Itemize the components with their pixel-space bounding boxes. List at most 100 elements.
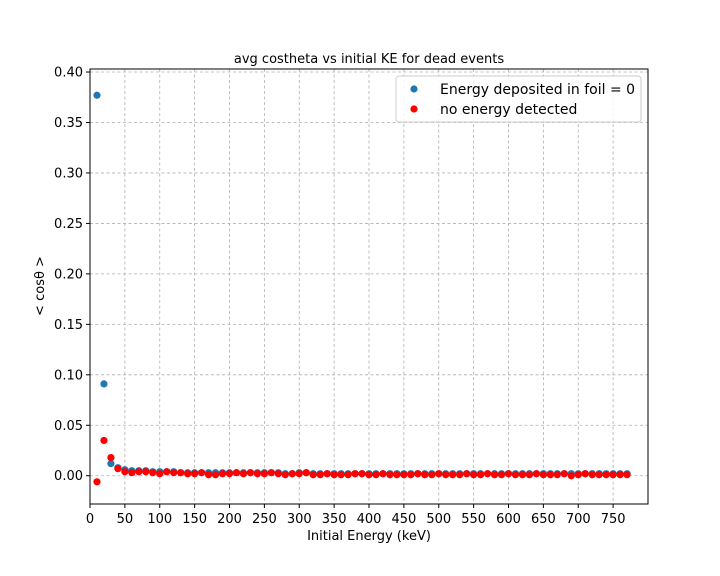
point-no-energy — [539, 471, 547, 479]
point-no-energy — [379, 470, 387, 478]
point-no-energy — [602, 471, 610, 479]
point-foil-zero — [93, 91, 101, 99]
point-no-energy — [198, 469, 206, 477]
point-no-energy — [386, 471, 394, 479]
point-no-energy — [616, 471, 624, 479]
legend-box — [395, 75, 642, 123]
point-no-energy — [532, 470, 541, 478]
x-tick-label: 600 — [496, 512, 521, 527]
x-tick-label: 500 — [426, 512, 451, 527]
point-no-energy — [428, 471, 436, 479]
legend-label-no-energy: no energy detected — [440, 102, 577, 118]
point-no-energy — [163, 468, 171, 476]
x-tick-label: 400 — [357, 512, 382, 527]
point-no-energy — [372, 471, 380, 479]
point-no-energy — [400, 471, 408, 479]
point-no-energy — [588, 471, 596, 479]
point-no-energy — [191, 470, 199, 478]
legend-marker-no-energy — [410, 105, 418, 113]
x-tick-label: 0 — [86, 512, 94, 527]
point-no-energy — [477, 471, 485, 479]
point-no-energy — [330, 471, 338, 479]
point-no-energy — [518, 471, 527, 479]
point-no-energy — [511, 471, 520, 479]
y-tick-label: 0.15 — [54, 318, 83, 333]
point-no-energy — [623, 471, 631, 479]
y-tick-label: 0.30 — [54, 166, 83, 181]
point-no-energy — [316, 471, 324, 479]
x-axis-ticks: 0 50 100 150 200 250 300 350 400 450 500 550 600 650 7… — [86, 504, 626, 527]
point-no-energy — [288, 470, 296, 478]
point-no-energy — [442, 471, 450, 479]
point-no-energy — [281, 471, 289, 479]
point-no-energy — [274, 470, 282, 478]
x-tick-label: 300 — [287, 512, 312, 527]
point-no-energy — [100, 436, 108, 445]
point-no-energy — [114, 465, 122, 473]
point-no-energy — [490, 471, 499, 479]
point-no-energy — [211, 471, 220, 479]
point-no-energy — [574, 471, 582, 479]
point-no-energy — [463, 470, 471, 478]
y-axis-ticks: 0.00 0.05 0.10 0.15 0.20 0.25 0.30 0.35 0.40 — [54, 66, 90, 484]
point-no-energy — [149, 469, 157, 477]
point-no-energy — [497, 471, 506, 479]
legend-label-foil: Energy deposited in foil = 0 — [440, 82, 635, 98]
x-tick-label: 350 — [322, 512, 347, 527]
point-no-energy — [107, 453, 115, 462]
point-no-energy — [135, 468, 143, 476]
point-no-energy — [267, 469, 275, 477]
point-no-energy — [358, 470, 366, 478]
x-tick-label: 100 — [147, 512, 172, 527]
point-no-energy — [365, 471, 373, 479]
point-no-energy — [156, 470, 164, 478]
point-no-energy — [581, 470, 589, 478]
point-no-energy — [260, 470, 268, 478]
point-no-energy — [93, 478, 101, 486]
x-tick-label: 700 — [566, 512, 591, 527]
legend: Energy deposited in foil = 0 no energy d… — [395, 75, 642, 123]
point-no-energy — [246, 469, 255, 477]
point-no-energy — [142, 468, 150, 476]
point-no-energy — [309, 471, 317, 479]
point-foil-zero — [107, 460, 115, 468]
data-points — [93, 91, 631, 486]
point-no-energy — [121, 468, 129, 476]
point-no-energy — [421, 471, 429, 479]
point-no-energy — [177, 469, 185, 477]
point-no-energy — [204, 471, 213, 479]
point-no-energy — [232, 469, 241, 477]
y-axis-label: < cosθ > — [33, 256, 48, 316]
y-tick-label: 0.00 — [54, 469, 83, 484]
y-tick-label: 0.20 — [54, 267, 83, 282]
point-no-energy — [239, 470, 248, 478]
point-no-energy — [553, 471, 561, 479]
point-no-energy — [323, 470, 331, 478]
y-tick-label: 0.35 — [54, 116, 83, 131]
chart-title: avg costheta vs initial KE for dead even… — [234, 52, 504, 67]
point-no-energy — [470, 471, 478, 479]
point-no-energy — [225, 470, 234, 478]
y-tick-label: 0.40 — [54, 66, 83, 81]
point-no-energy — [170, 469, 178, 477]
point-no-energy — [546, 471, 554, 479]
x-tick-label: 650 — [531, 512, 556, 527]
point-no-energy — [567, 472, 575, 480]
point-no-energy — [253, 470, 261, 478]
point-no-energy — [128, 469, 136, 477]
point-no-energy — [295, 470, 303, 478]
point-no-energy — [302, 469, 310, 477]
point-no-energy — [184, 470, 192, 478]
x-axis-label: Initial Energy (keV) — [307, 529, 431, 544]
series-1 — [93, 436, 631, 486]
point-no-energy — [449, 471, 457, 479]
point-no-energy — [560, 470, 568, 478]
y-tick-label: 0.25 — [54, 217, 83, 232]
point-no-energy — [414, 470, 422, 478]
point-no-energy — [344, 471, 352, 479]
point-foil-zero — [100, 380, 108, 388]
point-no-energy — [393, 471, 401, 479]
point-no-energy — [504, 470, 513, 478]
x-tick-label: 450 — [391, 512, 416, 527]
